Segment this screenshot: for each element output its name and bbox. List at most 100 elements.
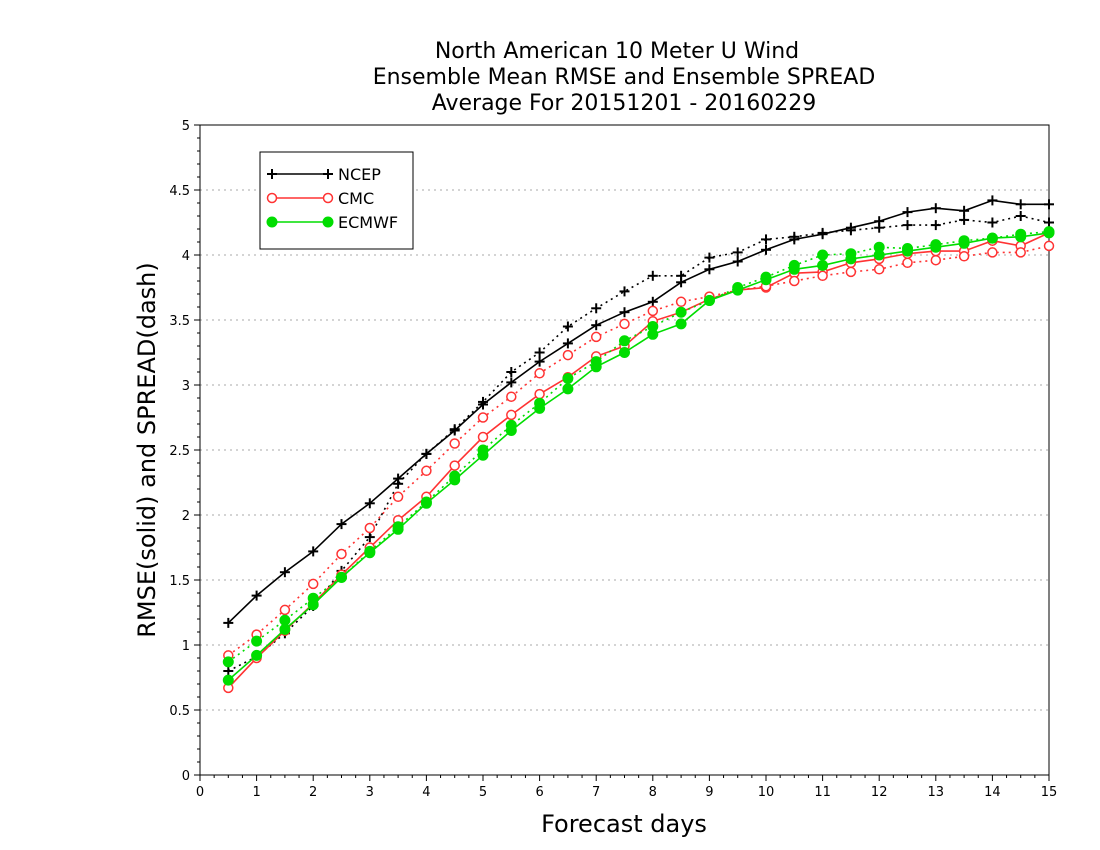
data-point-ncep-rmse	[308, 546, 319, 557]
data-point-cmc-spread	[675, 296, 687, 308]
data-point-ecmwf-spread	[336, 571, 347, 583]
x-axis-label: Forecast days	[541, 810, 707, 838]
data-point-ncep-rmse	[279, 567, 290, 578]
data-point-ecmwf-spread	[307, 592, 319, 604]
data-point-ncep-rmse	[619, 307, 630, 318]
data-point-ecmwf-spread	[902, 243, 913, 254]
data-point-ecmwf-spread	[477, 444, 489, 456]
x-tick-label: 6	[535, 785, 543, 800]
data-point-ecmwf-spread	[930, 239, 942, 251]
legend-marker	[266, 216, 278, 228]
data-point-ncep-spread	[676, 270, 687, 281]
data-point-ecmwf-spread	[958, 235, 970, 247]
data-point-ncep-spread	[930, 220, 941, 231]
x-tick-label: 5	[479, 785, 487, 800]
data-point-cmc-spread	[307, 578, 319, 590]
data-point-ecmwf-spread	[703, 295, 715, 306]
data-point-ecmwf-spread	[505, 419, 517, 431]
data-point-ecmwf-spread	[420, 496, 432, 508]
axis-ticks: 00.511.522.533.544.550 1 2 3 4 5 6 7 8 9 10 11 12 13 1…	[169, 119, 1057, 800]
chart-title-line-3: Average For 20151201 - 20160229	[432, 91, 817, 116]
data-point-ecmwf-spread	[619, 335, 630, 347]
data-point-ecmwf-spread	[675, 306, 687, 318]
data-point-ncep-spread	[364, 532, 375, 543]
y-tick-label: 0.5	[169, 704, 190, 719]
x-tick-label: 8	[649, 785, 657, 800]
series-line-ecmwf-rmse	[227, 232, 1050, 681]
data-point-cmc-spread	[845, 266, 857, 278]
data-point-ncep-rmse	[223, 617, 234, 628]
series-cmc-spread	[223, 240, 1055, 661]
data-point-ncep-spread	[534, 347, 545, 358]
data-point-ncep-rmse	[761, 244, 771, 255]
legend-item-ncep: NCEP	[267, 165, 381, 184]
data-point-ecmwf-spread	[732, 282, 744, 293]
data-point-ecmwf-spread	[251, 635, 263, 647]
data-point-ncep-rmse	[987, 195, 998, 206]
data-point-cmc-rmse	[534, 388, 545, 400]
data-point-ncep-spread	[845, 225, 856, 236]
data-point-ecmwf-rmse	[619, 347, 630, 358]
legend-label-ncep: NCEP	[338, 165, 381, 184]
data-point-ncep-rmse	[647, 296, 658, 307]
x-tick-label: 12	[871, 785, 888, 800]
series-ecmwf-spread	[222, 226, 1055, 668]
data-point-cmc-spread	[534, 368, 545, 379]
data-point-ncep-spread	[562, 321, 573, 332]
data-point-ecmwf-spread	[817, 249, 829, 261]
data-point-cmc-rmse	[506, 409, 517, 421]
legend-item-cmc: CMC	[266, 189, 374, 208]
data-point-ncep-spread	[619, 286, 630, 297]
data-point-ecmwf-spread	[986, 232, 998, 244]
data-point-ncep-rmse	[930, 203, 941, 214]
x-tick-label: 15	[1041, 785, 1058, 800]
data-point-ncep-spread	[874, 222, 885, 233]
series-line-cmc-spread	[227, 245, 1050, 657]
data-point-ncep-spread	[449, 424, 460, 435]
data-point-cmc-spread	[562, 349, 574, 361]
data-point-ecmwf-spread	[1043, 226, 1055, 238]
data-point-cmc-spread	[477, 412, 489, 423]
data-point-ncep-rmse	[364, 498, 375, 509]
data-point-cmc-spread	[336, 548, 347, 560]
data-point-ncep-spread	[789, 231, 800, 242]
data-point-ncep-rmse	[959, 205, 970, 216]
data-point-ncep-spread	[732, 247, 743, 258]
x-tick-label: 10	[758, 785, 775, 800]
data-point-cmc-spread	[506, 391, 517, 402]
y-tick-label: 2	[182, 509, 190, 524]
series-line-cmc-rmse	[227, 232, 1050, 689]
data-point-ncep-spread	[506, 367, 517, 377]
x-tick-label: 14	[984, 785, 1001, 800]
data-point-cmc-rmse	[449, 460, 460, 471]
data-point-cmc-spread	[590, 331, 602, 343]
data-point-ncep-spread	[959, 214, 970, 225]
data-point-ncep-rmse	[1044, 199, 1054, 210]
y-tick-label: 4.5	[169, 184, 190, 199]
legend-marker	[266, 192, 278, 204]
data-point-ecmwf-rmse	[817, 259, 829, 271]
data-point-ncep-rmse	[902, 207, 913, 218]
data-point-ecmwf-spread	[562, 373, 574, 384]
y-tick-label: 3.5	[169, 314, 190, 329]
data-point-cmc-spread	[817, 270, 828, 282]
series-cmc-rmse	[223, 227, 1055, 694]
data-point-ncep-rmse	[562, 338, 573, 349]
x-tick-label: 3	[366, 785, 374, 800]
data-point-ecmwf-spread	[449, 470, 461, 482]
data-point-ecmwf-spread	[590, 356, 602, 368]
data-point-cmc-spread	[873, 264, 885, 275]
data-point-ncep-spread	[902, 220, 913, 231]
data-point-ecmwf-spread	[222, 656, 234, 668]
data-point-ncep-spread	[761, 234, 771, 245]
data-point-ecmwf-spread	[364, 545, 376, 557]
data-point-cmc-rmse	[477, 431, 489, 443]
data-point-cmc-spread	[1043, 240, 1055, 252]
legend: NCEP CMC ECMWF	[259, 151, 414, 250]
data-point-ecmwf-rmse	[279, 623, 291, 635]
data-point-ncep-rmse	[732, 256, 743, 267]
data-point-ncep-spread	[817, 227, 828, 238]
data-point-cmc-spread	[364, 522, 376, 534]
series-layer	[222, 195, 1055, 694]
